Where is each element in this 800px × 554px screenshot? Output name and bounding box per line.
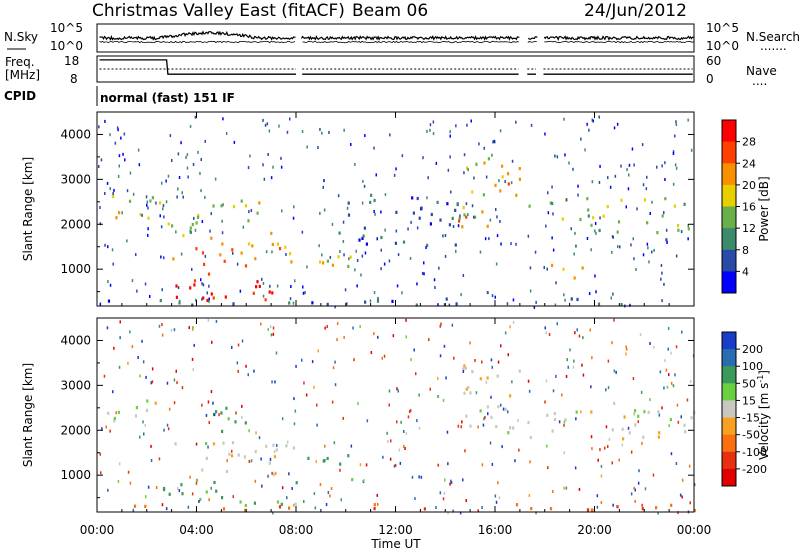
power-panel: 4000 3000 2000 1000 Slant Range [km] 28 24 20… bbox=[21, 111, 771, 309]
colorbar-segment bbox=[722, 332, 736, 350]
freq-left-tick-top: 18 bbox=[64, 54, 79, 68]
velocity-y-ticks: 4000 3000 2000 1000 bbox=[60, 317, 694, 499]
y-tick-label: 2000 bbox=[60, 423, 91, 437]
y-tick-label: 3000 bbox=[60, 378, 91, 392]
x-axis-label: Time UT bbox=[370, 537, 421, 551]
colorbar-tick-label: 100 bbox=[742, 360, 763, 373]
nsearch-label: N.Search bbox=[746, 30, 800, 44]
colorbar-tick-label: -15 bbox=[742, 412, 760, 425]
nave-legend-line: .... bbox=[752, 74, 767, 88]
nsky-panel: N.Sky 10^5 10^0 10^5 10^0 N.Search .....… bbox=[4, 21, 800, 53]
colorbar-segment bbox=[722, 451, 736, 470]
x-tick-label: 20:00 bbox=[577, 523, 612, 537]
freq-unit-label: [MHz] bbox=[5, 68, 40, 82]
nsky-left-tick-bottom: 10^0 bbox=[50, 39, 83, 53]
y-tick-label: 2000 bbox=[60, 217, 91, 231]
colorbar-segment bbox=[722, 434, 736, 453]
y-tick-label: 4000 bbox=[60, 333, 91, 347]
power-colorbar: 28 24 20 16 12 8 4 bbox=[721, 119, 756, 294]
colorbar-tick-label: 28 bbox=[742, 136, 756, 149]
velocity-ylabel: Slant Range [km] bbox=[21, 363, 35, 467]
colorbar-segment bbox=[722, 184, 736, 207]
x-tick-label: 00:00 bbox=[80, 523, 115, 537]
colorbar-tick-label: 15 bbox=[742, 394, 756, 407]
colorbar-segment bbox=[722, 400, 736, 418]
velocity-colorbar-label: Velocity [m s-1] bbox=[756, 370, 771, 460]
colorbar-tick-label: 12 bbox=[742, 222, 756, 235]
colorbar-tick-label: 4 bbox=[742, 265, 749, 278]
colorbar-tick-label: 24 bbox=[742, 157, 756, 170]
colorbar-segment bbox=[722, 163, 736, 186]
colorbar-tick-label: -200 bbox=[742, 463, 767, 476]
colorbar-segment bbox=[722, 417, 736, 436]
nsky-trace bbox=[99, 30, 694, 42]
y-tick-label: 4000 bbox=[60, 127, 91, 141]
y-tick-label: 3000 bbox=[60, 172, 91, 186]
velocity-heatmap bbox=[99, 318, 696, 515]
power-ylabel: Slant Range [km] bbox=[21, 157, 35, 261]
x-tick-label: 00:00 bbox=[677, 523, 712, 537]
colorbar-segment bbox=[722, 383, 736, 401]
nsky-right-tick-bottom: 10^0 bbox=[706, 39, 739, 53]
y-tick-label: 1000 bbox=[60, 262, 91, 276]
colorbar-segment bbox=[722, 206, 736, 229]
x-axis-ticks: 00:00 04:00 08:00 12:00 16:00 20:00 00:00 bbox=[80, 112, 712, 537]
nave-right-tick-bottom: 0 bbox=[706, 72, 714, 86]
freq-panel: Freq. [MHz] 18 8 60 0 Nave .... bbox=[5, 54, 777, 88]
colorbar-segment bbox=[722, 271, 736, 294]
colorbar-tick-label: -50 bbox=[742, 429, 760, 442]
colorbar-tick-label: -100 bbox=[742, 446, 767, 459]
power-colorbar-label: Power [dB] bbox=[757, 176, 771, 241]
nsearch-legend-line: ....... bbox=[760, 39, 787, 53]
colorbar-segment bbox=[722, 249, 736, 272]
velocity-colorbar: 200 100 50 15 -15 -50 -100 -200 bbox=[721, 331, 767, 487]
nsky-right-tick-top: 10^5 bbox=[706, 21, 739, 35]
x-tick-label: 16:00 bbox=[478, 523, 513, 537]
nsky-left-tick-top: 10^5 bbox=[50, 21, 83, 35]
colorbar-segment bbox=[722, 349, 736, 367]
colorbar-segment bbox=[722, 468, 736, 487]
y-tick-label: 1000 bbox=[60, 468, 91, 482]
colorbar-segment bbox=[722, 141, 736, 164]
freq-trace bbox=[99, 59, 693, 75]
colorbar-tick-label: 16 bbox=[742, 201, 756, 214]
nave-right-tick-top: 60 bbox=[706, 54, 721, 68]
nsky-label: N.Sky bbox=[4, 30, 38, 44]
freq-left-tick-bottom: 8 bbox=[70, 72, 78, 86]
colorbar-tick-label: 20 bbox=[742, 179, 756, 192]
x-tick-label: 08:00 bbox=[279, 523, 314, 537]
colorbar-tick-label: 50 bbox=[742, 377, 756, 390]
velocity-panel: 4000 3000 2000 1000 Slant Range [km] 200 100… bbox=[21, 317, 771, 515]
freq-label: Freq. bbox=[5, 55, 35, 69]
nave-label: Nave bbox=[746, 64, 777, 78]
nsearch-trace bbox=[99, 40, 694, 44]
power-y-ticks: 4000 3000 2000 1000 bbox=[60, 111, 694, 293]
cpid-mode: normal (fast) 151 IF bbox=[100, 91, 235, 105]
colorbar-segment bbox=[722, 120, 736, 143]
colorbar-tick-label: 8 bbox=[742, 244, 749, 257]
cpid-label: CPID bbox=[4, 89, 36, 103]
x-tick-label: 04:00 bbox=[179, 523, 214, 537]
radar-title: Christmas Valley East (fitACF) bbox=[92, 1, 345, 21]
colorbar-segment bbox=[722, 228, 736, 251]
date-label: 24/Jun/2012 bbox=[584, 1, 687, 21]
power-heatmap bbox=[98, 115, 693, 309]
beam-label: Beam 06 bbox=[352, 1, 428, 21]
colorbar-tick-label: 200 bbox=[742, 343, 763, 356]
x-tick-label: 12:00 bbox=[378, 523, 413, 537]
colorbar-segment bbox=[722, 366, 736, 384]
